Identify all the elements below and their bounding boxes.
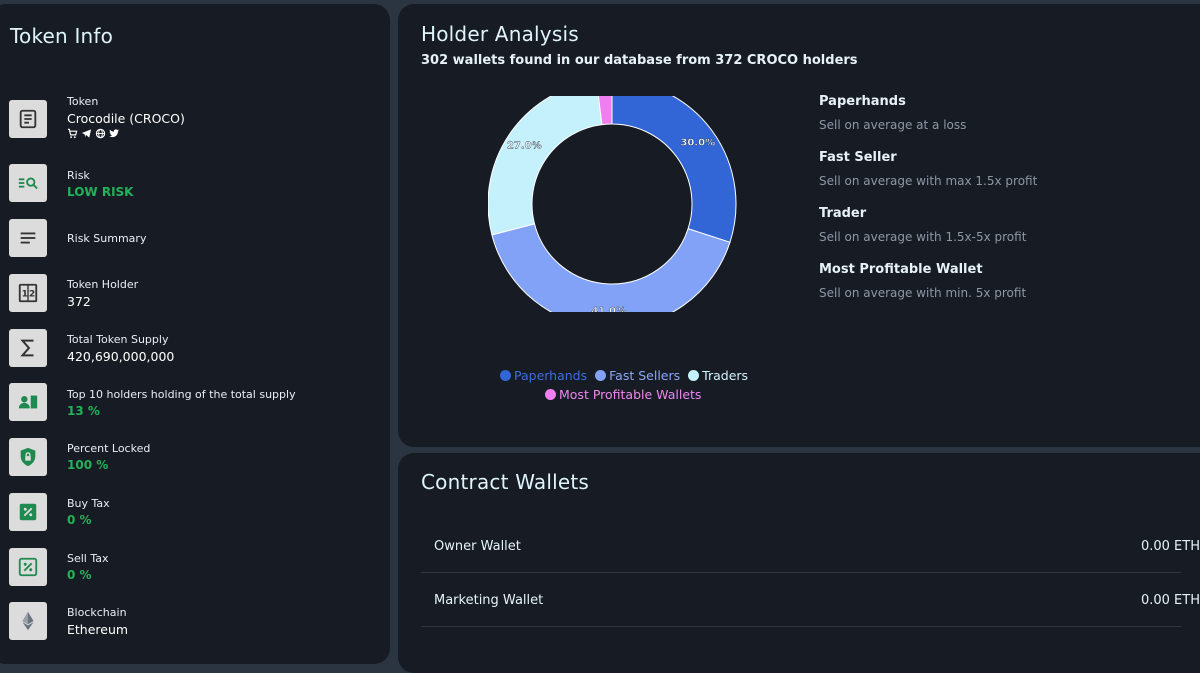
token-holder-value: 372 — [67, 294, 91, 309]
buy-tax-label: Buy Tax — [67, 497, 110, 510]
token-label: Token — [67, 95, 99, 108]
total-supply-row: Total Token Supply 420,690,000,000 — [9, 329, 379, 383]
legend-dot — [545, 389, 556, 400]
chart-legend-row-2: Most Profitable Wallets — [545, 387, 701, 402]
category-desc: Sell on average with min. 5x profit — [819, 286, 1027, 300]
wallet-value: 0.00 ETH — [1140, 593, 1200, 608]
token-row: Token Crocodile (CROCO) — [9, 95, 379, 145]
token-info-title: Token Info — [10, 24, 114, 48]
token-info-panel: Token Info Token Crocodile (CROCO) Risk … — [0, 4, 390, 664]
total-supply-value: 420,690,000,000 — [67, 349, 175, 364]
category-desc: Sell on average with 1.5x-5x profit — [819, 230, 1027, 244]
percent-icon — [9, 493, 47, 531]
holder-donut-chart: 30.0% 41.0% 27.0% — [488, 96, 737, 312]
telegram-icon[interactable] — [81, 128, 92, 139]
holder-analysis-panel: Holder Analysis 302 wallets found in our… — [398, 4, 1200, 447]
social-links — [67, 128, 120, 139]
wallet-value: 0.00 ETH — [1140, 539, 1200, 554]
sell-tax-row: Sell Tax 0 % — [9, 548, 379, 602]
category-name: Paperhands — [819, 94, 906, 109]
percent-locked-value: 100 % — [67, 458, 109, 472]
total-supply-label: Total Token Supply — [67, 333, 169, 346]
twitter-icon[interactable] — [109, 128, 120, 139]
category-fast-seller: Fast Seller Sell on average with max 1.5… — [819, 150, 1037, 188]
svg-text:1: 1 — [22, 289, 28, 300]
risk-value: LOW RISK — [67, 185, 134, 199]
category-most-profitable: Most Profitable Wallet Sell on average w… — [819, 262, 1026, 300]
category-name: Fast Seller — [819, 150, 897, 165]
legend-label: Paperhands — [514, 368, 588, 383]
category-desc: Sell on average at a loss — [819, 118, 967, 132]
sigma-icon — [9, 329, 47, 367]
legend-dot — [595, 370, 607, 381]
risk-label: Risk — [67, 169, 90, 182]
holder-analysis-subtitle: 302 wallets found in our database from 3… — [421, 53, 858, 68]
donut-slice-fast-sellers[interactable] — [491, 223, 731, 312]
category-paperhands: Paperhands Sell on average at a loss — [819, 94, 966, 132]
legend-dot — [688, 370, 700, 381]
ethereum-icon — [9, 602, 47, 640]
token-holder-label: Token Holder — [67, 278, 139, 291]
shield-lock-icon — [9, 438, 47, 476]
category-trader: Trader Sell on average with 1.5x-5x prof… — [819, 206, 1026, 244]
owner-wallet-row[interactable]: Owner Wallet 0.00 ETH — [421, 519, 1200, 573]
contract-wallets-title: Contract Wallets — [421, 470, 590, 494]
buy-tax-value: 0 % — [67, 513, 92, 527]
legend-item[interactable]: Fast Sellers — [595, 368, 680, 383]
blockchain-row: Blockchain Ethereum — [9, 602, 379, 656]
top-holders-row: Top 10 holders holding of the total supp… — [9, 383, 379, 438]
token-value: Crocodile (CROCO) — [67, 111, 185, 126]
category-desc: Sell on average with max 1.5x profit — [819, 174, 1038, 188]
legend-label: Fast Sellers — [609, 368, 681, 383]
percent-icon — [9, 548, 47, 586]
person-card-icon — [9, 383, 47, 421]
sell-tax-label: Sell Tax — [67, 552, 109, 565]
blockchain-label: Blockchain — [67, 606, 127, 619]
category-name: Trader — [819, 206, 867, 221]
globe-icon[interactable] — [95, 128, 106, 139]
top-holders-value: 13 % — [67, 404, 100, 418]
donut-data-label: 27.0% — [507, 140, 542, 151]
donut-data-label: 30.0% — [680, 138, 715, 149]
text-lines-icon — [9, 219, 47, 257]
svg-text:2: 2 — [29, 289, 35, 300]
contract-wallets-panel: Contract Wallets Owner Wallet 0.00 ETH M… — [398, 453, 1200, 673]
donut-data-label: 41.0% — [591, 306, 626, 312]
holder-analysis-title: Holder Analysis — [421, 22, 579, 46]
legend-item[interactable]: Paperhands — [500, 368, 587, 383]
buy-tax-row: Buy Tax 0 % — [9, 493, 379, 547]
cart-icon[interactable] — [67, 128, 78, 139]
percent-locked-label: Percent Locked — [67, 442, 151, 455]
donut-slice-paperhands[interactable] — [611, 96, 737, 243]
blockchain-value: Ethereum — [67, 622, 129, 637]
search-list-icon — [9, 164, 47, 202]
percent-locked-row: Percent Locked 100 % — [9, 438, 379, 492]
legend-item[interactable]: Traders — [688, 368, 748, 383]
document-icon — [9, 100, 47, 138]
wallet-name: Owner Wallet — [434, 539, 521, 554]
risk-summary-label: Risk Summary — [67, 232, 147, 245]
marketing-wallet-row[interactable]: Marketing Wallet 0.00 ETH — [421, 573, 1200, 627]
legend-label: Traders — [702, 368, 749, 383]
donut-slice-most-profitable-wallets[interactable] — [596, 96, 613, 126]
wallet-name: Marketing Wallet — [434, 593, 544, 608]
category-name: Most Profitable Wallet — [819, 262, 983, 277]
legend-item[interactable]: Most Profitable Wallets — [545, 387, 701, 402]
sell-tax-value: 0 % — [67, 568, 92, 582]
top-holders-label: Top 10 holders holding of the total supp… — [67, 388, 296, 401]
legend-dot — [500, 370, 511, 381]
legend-label: Most Profitable Wallets — [559, 387, 702, 402]
risk-row: Risk LOW RISK — [9, 164, 379, 219]
donut-slice-traders[interactable] — [488, 96, 603, 236]
chart-legend: Paperhands Fast Sellers Traders — [500, 368, 748, 383]
risk-summary-row[interactable]: Risk Summary — [9, 219, 379, 282]
